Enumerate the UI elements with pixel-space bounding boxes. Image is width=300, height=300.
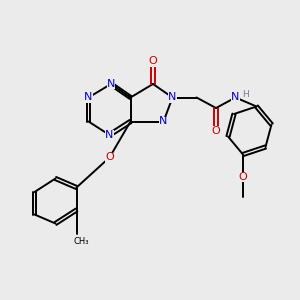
Text: N: N bbox=[168, 92, 177, 103]
Text: CH₃: CH₃ bbox=[73, 237, 89, 246]
Text: O: O bbox=[238, 172, 247, 182]
Text: H: H bbox=[242, 90, 248, 99]
Text: N: N bbox=[105, 130, 114, 140]
Text: N: N bbox=[84, 92, 93, 103]
Text: N: N bbox=[231, 92, 240, 103]
Text: N: N bbox=[159, 116, 168, 127]
Text: O: O bbox=[212, 125, 220, 136]
Text: O: O bbox=[105, 152, 114, 163]
Text: N: N bbox=[107, 79, 115, 89]
Text: O: O bbox=[148, 56, 158, 67]
